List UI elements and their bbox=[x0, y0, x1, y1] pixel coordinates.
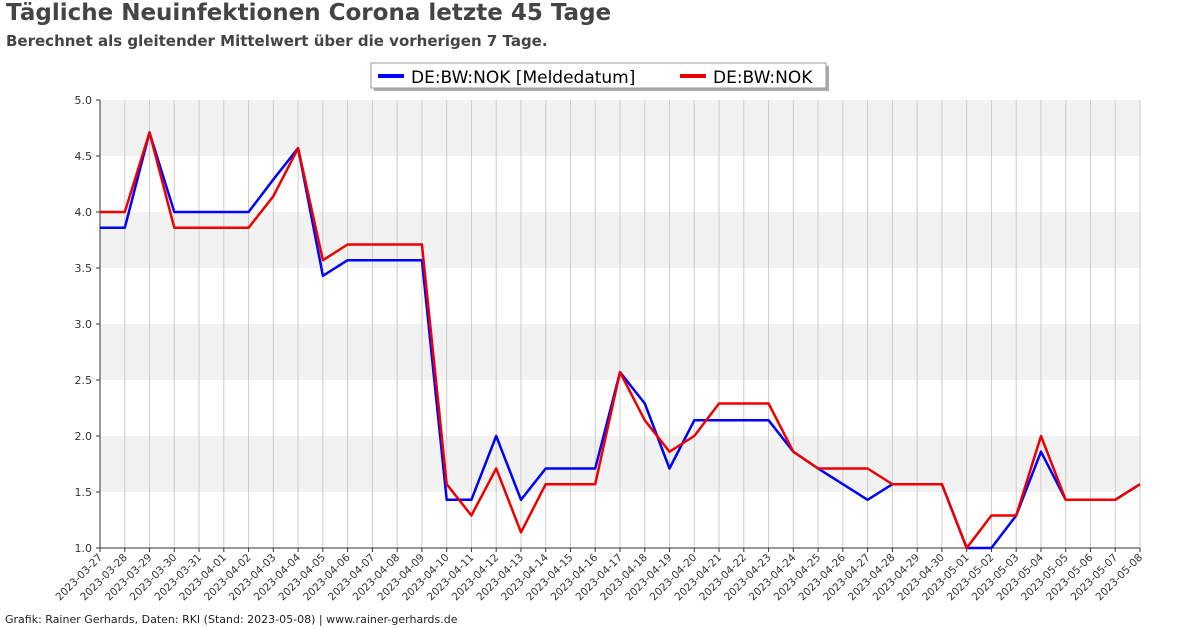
y-axis: 1.0 1.5 2.0 2.5 3.0 3.5 4.0 4.5 5.0 bbox=[75, 94, 101, 555]
chart-subtitle: Berechnet als gleitender Mittelwert über… bbox=[6, 32, 548, 50]
y-tick-label: 3.5 bbox=[75, 262, 93, 275]
y-tick-label: 3.0 bbox=[75, 318, 93, 331]
y-tick-label: 1.0 bbox=[75, 542, 93, 555]
y-tick-label: 2.5 bbox=[75, 374, 93, 387]
y-tick-label: 2.0 bbox=[75, 430, 93, 443]
y-tick-label: 4.5 bbox=[75, 150, 93, 163]
legend-box bbox=[370, 62, 827, 89]
legend: DE:BW:NOK [Meldedatum] DE:BW:NOK bbox=[370, 62, 829, 91]
legend-label: DE:BW:NOK bbox=[713, 68, 813, 88]
y-tick-label: 4.0 bbox=[75, 206, 93, 219]
y-tick-label: 1.5 bbox=[75, 486, 93, 499]
series-line bbox=[100, 131, 1141, 550]
y-tick-label: 5.0 bbox=[75, 94, 93, 107]
series-lines bbox=[100, 131, 1141, 550]
chart-title: Tägliche Neuinfektionen Corona letzte 45… bbox=[6, 0, 612, 26]
x-axis: 2023-03-272023-03-282023-03-292023-03-30… bbox=[53, 547, 1145, 603]
legend-label: DE:BW:NOK [Meldedatum] bbox=[411, 68, 635, 88]
footer-credit: Grafik: Rainer Gerhards, Daten: RKI (Sta… bbox=[5, 613, 458, 626]
